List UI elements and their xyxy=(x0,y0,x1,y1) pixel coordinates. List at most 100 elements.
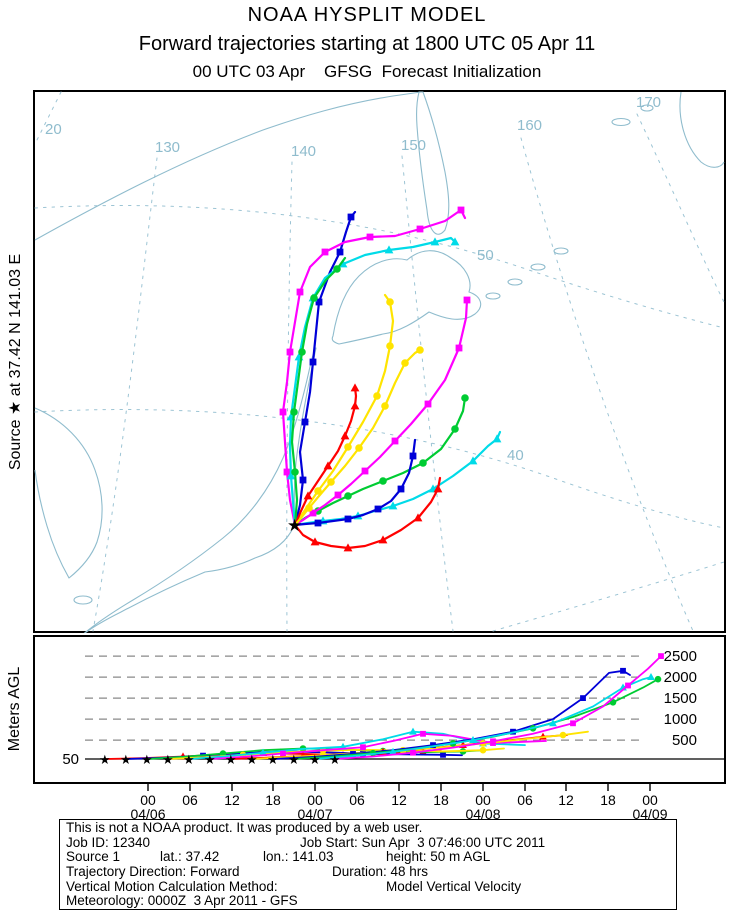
marker-square xyxy=(344,515,352,523)
altitude-yellow-2 xyxy=(251,730,589,760)
marker-triangle xyxy=(259,748,267,756)
marker-circle xyxy=(451,425,459,433)
marker-square xyxy=(374,505,382,513)
source-star-icon: ★ xyxy=(287,516,302,535)
marker-circle xyxy=(291,468,299,476)
footer-text: height: 50 m AGL xyxy=(386,849,491,865)
marker-square xyxy=(334,491,342,499)
trajectory-yellow-north xyxy=(293,293,395,527)
marker-square xyxy=(420,730,426,737)
trajectory-cyan-east xyxy=(293,430,502,527)
marker-circle xyxy=(298,348,306,356)
marker-circle xyxy=(333,265,341,273)
marker-square xyxy=(416,225,424,233)
marker-triangle xyxy=(378,535,388,544)
marker-square xyxy=(321,248,329,256)
marker-square xyxy=(309,509,317,517)
grid-label-170: 170 xyxy=(636,94,661,111)
marker-circle xyxy=(290,408,298,416)
footer-line-5: Vertical Motion Calculation Method: Model… xyxy=(60,879,676,894)
marker-square xyxy=(301,418,309,426)
start-star-icon: ★ xyxy=(141,752,153,767)
footer-text: Meteorology: 0000Z 3 Apr 2011 - GFS xyxy=(66,893,298,909)
time-tick-label: 18 xyxy=(433,792,449,808)
titles: NOAA HYSPLIT MODEL Forward trajectories … xyxy=(0,0,734,82)
time-tick-label: 18 xyxy=(600,792,616,808)
meridian-130 xyxy=(92,157,158,632)
time-tick-label: 06 xyxy=(517,792,533,808)
marker-square xyxy=(347,213,355,221)
start-star-icon: ★ xyxy=(183,752,195,767)
footer-text: Model Vertical Velocity xyxy=(386,878,522,894)
trajectory-map: 20 130 140 150 160 170 50 40 ★ xyxy=(33,90,726,633)
start-star-icon: ★ xyxy=(329,752,341,767)
marker-triangle xyxy=(303,491,313,500)
marker-square xyxy=(490,738,496,745)
marker-circle xyxy=(379,477,387,485)
altitude-series-layer xyxy=(104,653,664,760)
meridian-170 xyxy=(636,113,725,303)
marker-square xyxy=(296,288,304,296)
marker-triangle xyxy=(409,727,417,735)
footer-line-2: Job ID: 12340 Job Start: Sun Apr 3 07:46:… xyxy=(60,835,676,850)
altitude-y-axis-label-text: Meters AGL xyxy=(6,666,24,752)
date-label: 04/07 xyxy=(297,806,332,820)
marker-circle xyxy=(479,746,487,754)
time-tick-label: 00 xyxy=(475,792,491,808)
coastline-hokkaido xyxy=(331,250,482,345)
marker-triangle xyxy=(433,484,443,493)
marker-circle xyxy=(386,342,394,350)
marker-triangle xyxy=(469,736,477,743)
marker-triangle xyxy=(450,237,460,246)
time-tick-label: 18 xyxy=(265,792,281,808)
marker-circle xyxy=(461,394,469,402)
marker-triangle xyxy=(310,537,320,546)
info-footer: This is not a NOAA product. It was produ… xyxy=(59,819,677,910)
island-jeju xyxy=(73,595,93,605)
marker-circle xyxy=(355,444,363,452)
meridian-140 xyxy=(286,161,293,632)
altitude-y-axis-label: Meters AGL xyxy=(0,635,30,783)
marker-triangle xyxy=(389,747,397,755)
start-star-icon: ★ xyxy=(288,752,300,767)
grid-label-40: 40 xyxy=(507,447,524,464)
meridian-150 xyxy=(401,155,454,632)
marker-triangle xyxy=(350,401,360,410)
marker-square xyxy=(570,720,576,727)
page-subtitle: Forward trajectories starting at 1800 UT… xyxy=(138,33,596,55)
baseline-label: 50 xyxy=(62,751,79,768)
grid-label-130: 130 xyxy=(155,139,180,156)
marker-triangle xyxy=(323,461,333,470)
marker-circle xyxy=(654,675,662,683)
marker-square xyxy=(360,744,366,751)
island-kuril-2 xyxy=(507,278,523,286)
marker-square xyxy=(279,408,287,416)
marker-square xyxy=(455,344,463,352)
marker-square xyxy=(315,298,323,306)
marker-square xyxy=(625,682,631,689)
start-star-icon: ★ xyxy=(309,752,321,767)
footer-text: Duration: 48 hrs xyxy=(332,864,429,880)
map-y-axis-label: Source ★ at 37.42 N 141.03 E xyxy=(0,90,30,633)
trajectory-blue-north xyxy=(293,210,357,527)
marker-circle xyxy=(416,346,424,354)
marker-circle xyxy=(344,443,352,451)
marker-triangle xyxy=(492,434,502,443)
date-label: 04/08 xyxy=(465,806,500,820)
footer-line-4: Trajectory Direction: Forward Duration: 4… xyxy=(60,864,676,879)
time-tick-label: 00 xyxy=(642,792,658,808)
marker-triangle xyxy=(384,245,394,254)
gridline-label-1000: 1000 xyxy=(664,711,697,728)
marker-square xyxy=(457,206,465,214)
marker-triangle xyxy=(468,456,478,465)
trajectory-magenta-east xyxy=(293,298,469,527)
altitude-panel-border xyxy=(33,635,726,784)
footer-line-6: Meteorology: 0000Z 3 Apr 2011 - GFS xyxy=(60,893,676,908)
footer-lines: This is not a NOAA product. It was produ… xyxy=(60,820,676,908)
marker-square xyxy=(391,437,399,445)
date-label: 04/09 xyxy=(632,806,667,820)
marker-circle xyxy=(419,459,427,467)
gridline-label-1500: 1500 xyxy=(664,690,697,707)
marker-square xyxy=(309,358,317,366)
